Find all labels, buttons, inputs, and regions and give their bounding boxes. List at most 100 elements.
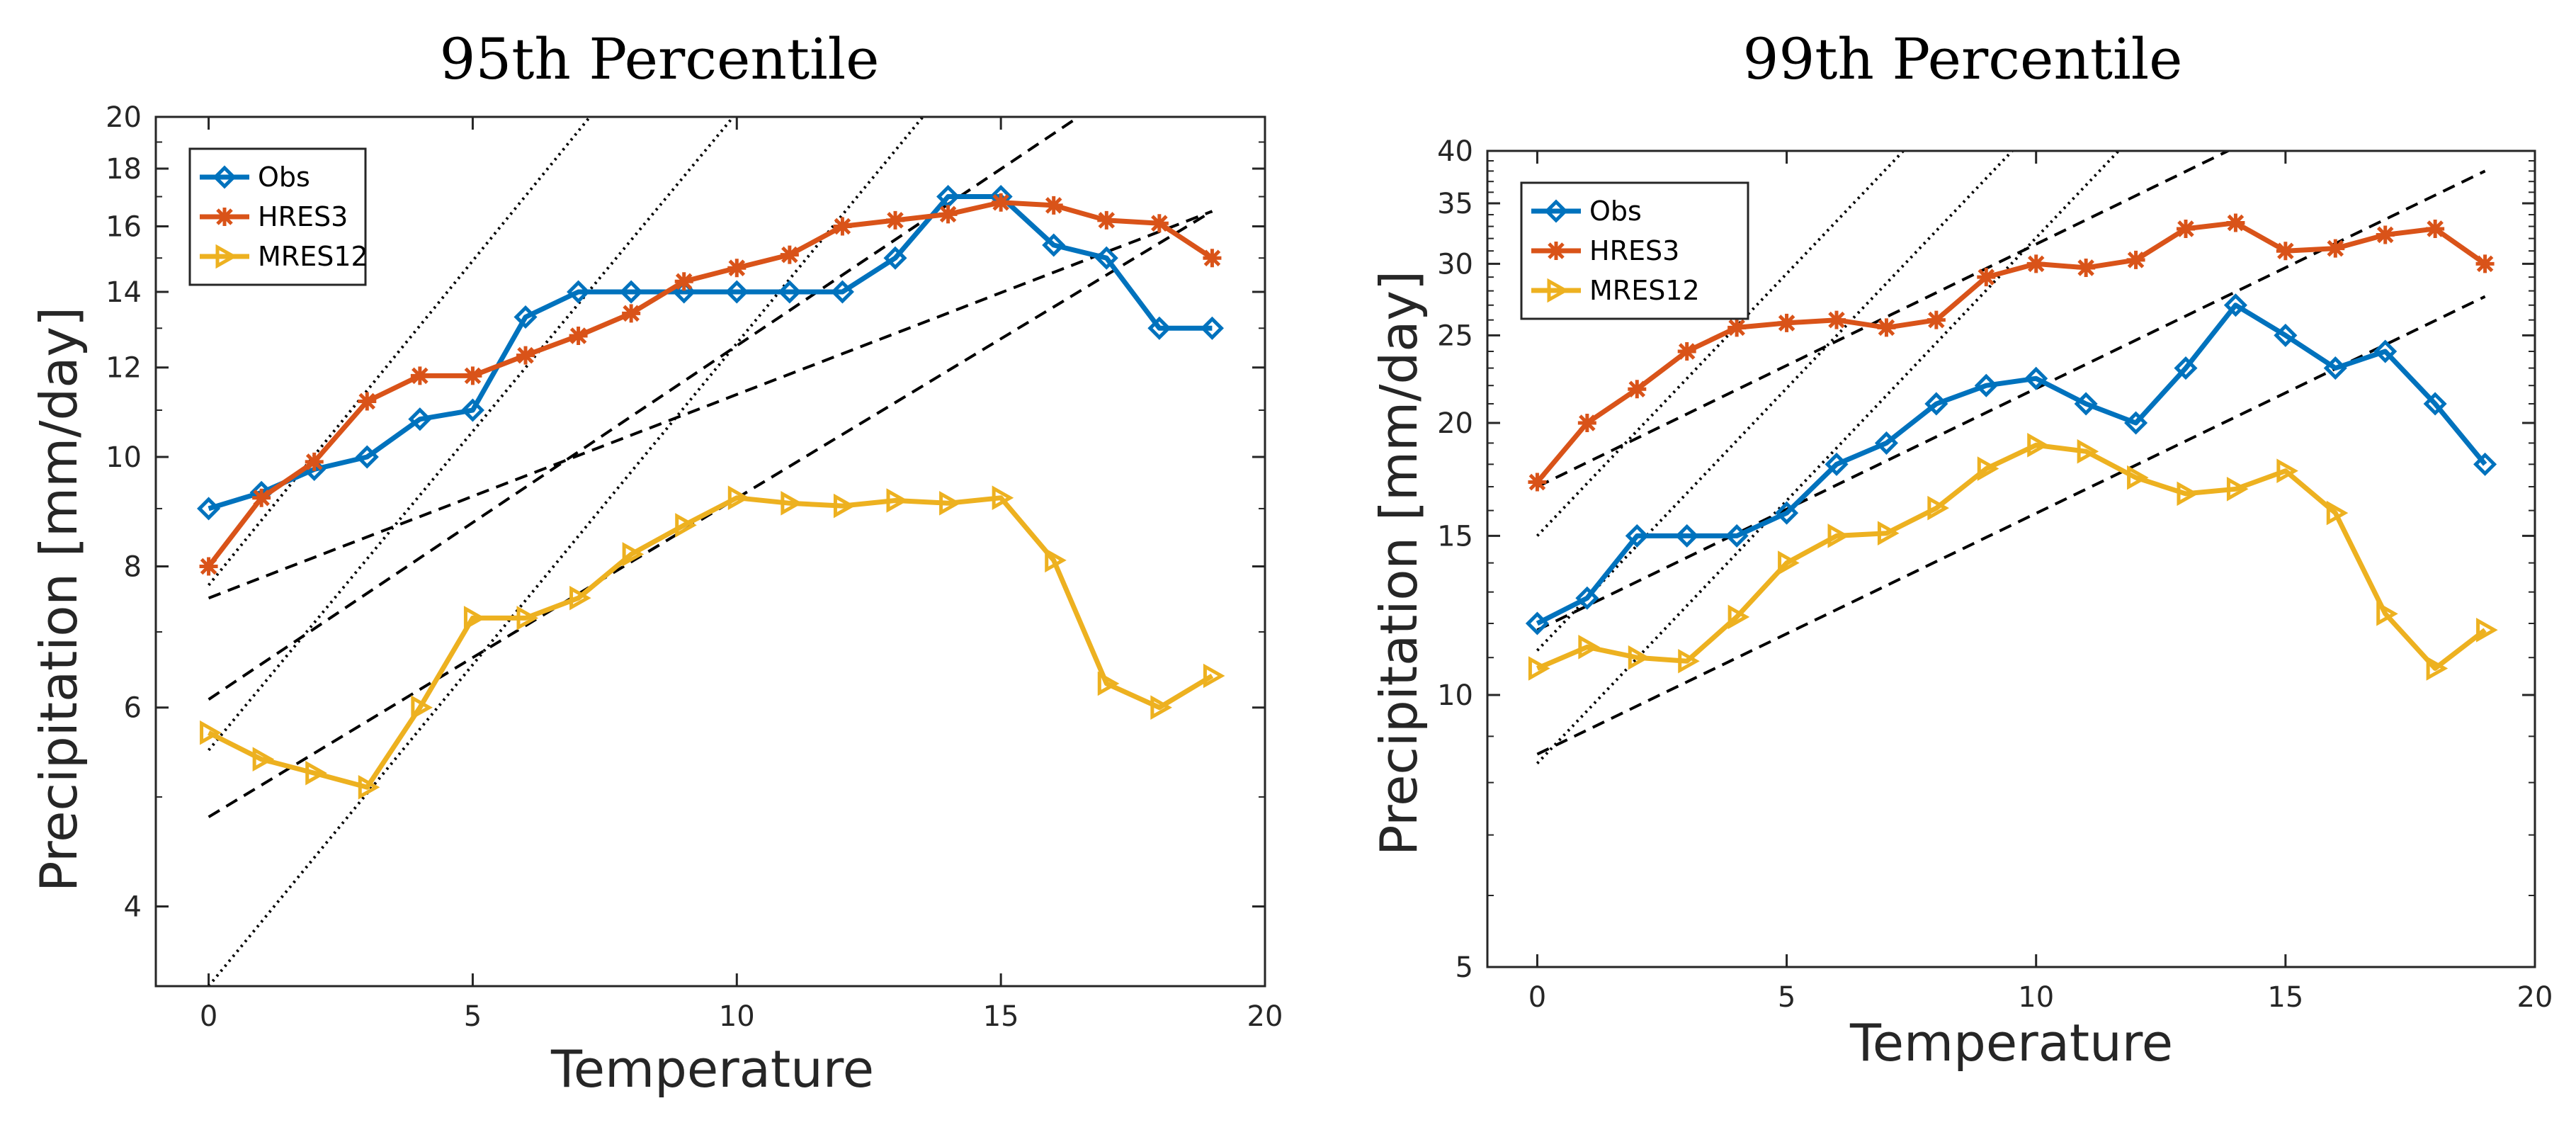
data-point-mres12 xyxy=(1150,695,1172,720)
legend-item-mres12: MRES12 xyxy=(200,241,368,272)
data-point-mres12 xyxy=(1678,648,1700,674)
data-point-obs xyxy=(1525,611,1549,635)
data-point-obs xyxy=(1974,373,1998,397)
dotted-reference-line xyxy=(208,117,925,986)
series-hres3-95th xyxy=(199,193,1222,576)
y-tick-label: 4 xyxy=(124,891,142,923)
y-tick-label: 6 xyxy=(124,692,142,725)
data-point-mres12 xyxy=(675,513,697,538)
x-tick-label: 15 xyxy=(2267,981,2303,1014)
legend-95th: Obs HRES3 MRES12 xyxy=(188,147,368,286)
data-point-mres12 xyxy=(1578,635,1600,660)
x-tick-label: 5 xyxy=(464,1000,482,1033)
legend-label-hres3: HRES3 xyxy=(258,201,348,232)
series-mres12-99th xyxy=(1528,433,2498,681)
data-point-hres3 xyxy=(886,210,904,230)
data-point-mres12 xyxy=(2027,433,2049,458)
data-point-hres3 xyxy=(199,557,218,576)
data-point-obs xyxy=(1575,586,1599,610)
data-point-mres12 xyxy=(2276,458,2298,483)
data-point-hres3 xyxy=(938,205,958,224)
data-point-hres3 xyxy=(1827,310,1846,329)
data-point-obs xyxy=(2473,452,2497,476)
data-point-mres12 xyxy=(781,490,802,516)
data-point-obs xyxy=(2124,411,2148,435)
legend-item-hres3: HRES3 xyxy=(200,201,348,232)
axes-frame-95th xyxy=(154,115,1266,988)
series-obs-99th xyxy=(1525,293,2497,635)
data-point-hres3 xyxy=(1877,318,1896,337)
data-point-mres12 xyxy=(2326,500,2349,526)
data-point-mres12 xyxy=(1203,663,1225,689)
legend-label-obs: Obs xyxy=(1589,196,1642,227)
data-point-mres12 xyxy=(2127,465,2149,490)
data-point-hres3 xyxy=(2475,254,2495,273)
data-point-hres3 xyxy=(1150,214,1169,233)
data-point-obs xyxy=(355,445,379,469)
data-point-obs xyxy=(2174,356,2198,380)
data-point-hres3 xyxy=(463,366,482,385)
data-point-mres12 xyxy=(463,606,486,631)
y-tick-label: 10 xyxy=(106,441,142,474)
dotted-reference-line xyxy=(208,117,735,752)
series-hres3-99th xyxy=(1528,213,2495,492)
x-tick-label: 10 xyxy=(2018,981,2054,1014)
chart-title-95th: 95th Percentile xyxy=(439,26,879,92)
data-point-mres12 xyxy=(2177,481,2199,507)
y-ticks-95th: 4 6 8 10 12 14 16 18 20 xyxy=(106,101,1265,923)
legend-marker-hres3 xyxy=(1547,242,1565,260)
data-point-hres3 xyxy=(2177,219,2195,238)
data-point-hres3 xyxy=(674,272,693,291)
data-point-mres12 xyxy=(939,490,961,516)
data-point-mres12 xyxy=(1528,656,1550,681)
data-point-mres12 xyxy=(2226,477,2249,502)
data-point-obs xyxy=(1825,452,1849,476)
data-point-mres12 xyxy=(886,488,909,513)
data-point-mres12 xyxy=(622,542,645,567)
y-tick-label: 16 xyxy=(106,211,142,244)
data-point-mres12 xyxy=(727,485,750,510)
data-point-obs xyxy=(2223,293,2247,317)
data-point-hres3 xyxy=(569,327,588,346)
data-point-obs xyxy=(2274,323,2298,347)
legend-item-obs: Obs xyxy=(1531,196,1642,227)
legend-label-mres12: MRES12 xyxy=(258,241,368,272)
data-point-hres3 xyxy=(305,452,324,471)
data-point-obs xyxy=(1094,246,1118,270)
y-tick-label: 20 xyxy=(106,101,142,134)
data-point-mres12 xyxy=(411,695,433,720)
data-point-hres3 xyxy=(2226,213,2245,232)
x-axis-label-99th: Temperature xyxy=(1849,1013,2173,1073)
data-point-mres12 xyxy=(1827,524,1850,548)
data-point-hres3 xyxy=(1777,313,1796,332)
data-point-mres12 xyxy=(992,485,1014,510)
data-point-obs xyxy=(1675,524,1699,548)
axes-frame-99th xyxy=(1486,149,2536,968)
y-tick-label: 12 xyxy=(106,352,142,385)
data-point-hres3 xyxy=(1577,414,1596,432)
data-point-mres12 xyxy=(2376,601,2398,626)
data-point-mres12 xyxy=(1045,548,1067,573)
data-point-mres12 xyxy=(1727,604,1750,630)
data-point-hres3 xyxy=(1097,210,1116,230)
data-point-obs xyxy=(883,246,907,270)
data-point-hres3 xyxy=(2026,254,2046,273)
data-point-obs xyxy=(2024,366,2048,390)
data-point-obs xyxy=(1725,524,1749,548)
data-point-obs xyxy=(1924,392,1948,416)
data-point-hres3 xyxy=(1203,249,1222,268)
data-point-mres12 xyxy=(252,747,275,771)
dashed-reference-line xyxy=(1536,295,2486,756)
data-point-obs xyxy=(460,398,484,422)
data-point-obs xyxy=(514,305,538,329)
x-tick-label: 10 xyxy=(719,1000,755,1033)
data-point-mres12 xyxy=(1778,550,1800,575)
y-tick-label: 20 xyxy=(1437,407,1473,440)
data-point-obs xyxy=(778,280,802,304)
data-point-obs xyxy=(1775,501,1799,525)
data-point-mres12 xyxy=(2426,656,2449,681)
data-point-hres3 xyxy=(1677,341,1696,361)
data-point-hres3 xyxy=(1977,268,1996,287)
y-tick-label: 18 xyxy=(106,153,142,186)
data-point-obs xyxy=(830,280,854,304)
